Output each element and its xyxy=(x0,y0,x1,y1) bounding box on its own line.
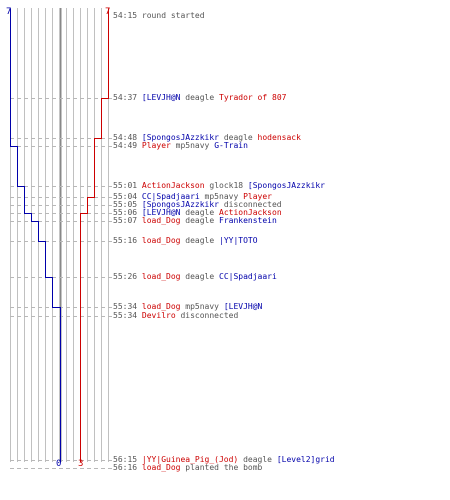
event-row: 56:15 |YY|Guinea_Pig_(Jod) deagle [Level… xyxy=(113,455,335,464)
event-row: 54:49 Player mp5navy G-Train xyxy=(113,141,248,150)
event-action: mp5navy xyxy=(204,192,239,201)
event-row: 55:16 load_Dog deagle |YY|TOTO xyxy=(113,236,258,245)
event-timestamp: 54:37 xyxy=(113,93,138,102)
event-row: 55:07 load_Dog deagle Frankenstein xyxy=(113,216,277,225)
event-timestamp: 55:16 xyxy=(113,236,138,245)
event-row: 55:05 [SpongosJAzzkikr disconnected xyxy=(113,200,282,209)
event-timestamp: 55:04 xyxy=(113,192,138,201)
player-name-blue: [Level2]grid xyxy=(276,455,335,464)
player-name-red: Tyrador of 807 xyxy=(219,93,287,102)
event-action: deagle xyxy=(223,133,253,142)
timeline-grid xyxy=(10,8,109,462)
event-action: disconnected xyxy=(223,200,282,209)
event-timestamp: 55:06 xyxy=(113,208,138,217)
player-name-blue: |YY|TOTO xyxy=(219,236,258,245)
blue-team-end-count: 0 xyxy=(56,459,61,469)
event-action: deagle xyxy=(185,236,215,245)
event-timestamp: 55:26 xyxy=(113,272,138,281)
player-name-blue: [SpongosJAzzkikr xyxy=(141,133,219,142)
event-row: 55:01 ActionJackson glock18 [SpongosJAzz… xyxy=(113,181,325,190)
event-action: round started xyxy=(141,11,205,20)
player-name-blue: Frankenstein xyxy=(219,216,277,225)
player-name-red: load_Dog xyxy=(141,272,181,281)
event-row: 54:48 [SpongosJAzzkikr deagle hodensack xyxy=(113,133,301,142)
event-timestamp: 55:01 xyxy=(113,181,138,190)
red-team-end-count: 3 xyxy=(78,459,83,469)
event-timestamp: 55:34 xyxy=(113,311,138,320)
event-timestamp: 55:05 xyxy=(113,200,138,209)
player-name-red: hodensack xyxy=(257,133,301,142)
event-timestamp: 55:34 xyxy=(113,302,138,311)
red-team-start-count: 7 xyxy=(105,7,110,17)
event-action: disconnected xyxy=(180,311,239,320)
kill-event-list: 54:15 round started 54:37 [LEVJH@N deagle… xyxy=(113,0,448,480)
player-name-blue: [LEVJH@N xyxy=(141,208,181,217)
event-timestamp: 55:07 xyxy=(113,216,138,225)
event-row: 55:34 Devilro disconnected xyxy=(113,311,238,320)
player-name-blue: [LEVJH@N xyxy=(223,302,263,311)
player-name-red: |YY|Guinea_Pig_(Jod) xyxy=(141,455,239,464)
event-row: 54:15 round started xyxy=(113,11,205,20)
event-row: 55:04 CC|Spadjaari mp5navy Player xyxy=(113,192,272,201)
player-name-blue: [SpongosJAzzkikr xyxy=(141,200,219,209)
event-row: 55:26 load_Dog deagle CC|Spadjaari xyxy=(113,272,277,281)
event-action: mp5navy xyxy=(175,141,210,150)
event-action: deagle xyxy=(185,272,215,281)
player-name-red: Player xyxy=(243,192,272,201)
event-action: deagle xyxy=(185,208,215,217)
event-action: deagle xyxy=(185,216,215,225)
player-name-red: load_Dog xyxy=(141,236,181,245)
event-timestamp: 56:16 xyxy=(113,463,138,472)
event-timestamp: 54:48 xyxy=(113,133,138,142)
event-guide-lines xyxy=(10,98,112,469)
event-action: deagle xyxy=(243,455,272,464)
player-name-blue: CC|Spadjaari xyxy=(219,272,277,281)
players-alive-timeline: 7 7 0 3 xyxy=(6,7,112,469)
player-name-blue: CC|Spadjaari xyxy=(141,192,200,201)
player-name-red: Devilro xyxy=(141,311,176,320)
event-action: mp5navy xyxy=(185,302,219,311)
red-team-alive-line xyxy=(80,8,109,463)
player-name-red: ActionJackson xyxy=(141,181,205,190)
player-name-red: load_Dog xyxy=(141,302,181,311)
event-row: 56:16 load_Dog planted the bomb xyxy=(113,463,262,472)
event-row: 55:34 load_Dog mp5navy [LEVJH@N xyxy=(113,302,262,311)
event-row: 55:06 [LEVJH@N deagle ActionJackson xyxy=(113,208,282,217)
event-timestamp: 56:15 xyxy=(113,455,138,464)
player-name-red: load_Dog xyxy=(141,216,181,225)
blue-team-alive-line xyxy=(10,8,61,463)
event-action: planted the bomb xyxy=(185,463,263,472)
player-name-blue: [LEVJH@N xyxy=(141,93,181,102)
player-name-blue: G-Train xyxy=(214,141,248,150)
player-name-red: load_Dog xyxy=(141,463,181,472)
event-action: deagle xyxy=(185,93,215,102)
player-name-red: ActionJackson xyxy=(219,208,282,217)
blue-team-start-count: 7 xyxy=(6,7,11,17)
event-timestamp: 54:15 xyxy=(113,11,138,20)
event-action: glock18 xyxy=(209,181,244,190)
event-row: 54:37 [LEVJH@N deagle Tyrador of 807 xyxy=(113,93,286,102)
player-name-red: Player xyxy=(141,141,171,150)
event-timestamp: 54:49 xyxy=(113,141,138,150)
player-name-blue: [SpongosJAzzkikr xyxy=(247,181,325,190)
